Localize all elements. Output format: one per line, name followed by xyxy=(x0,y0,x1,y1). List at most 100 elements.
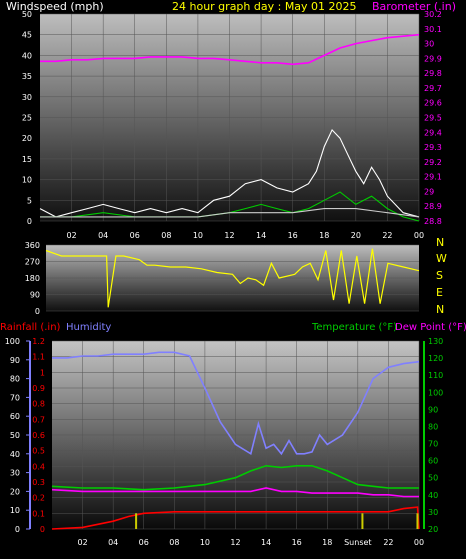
rain-tick-label: 0.3 xyxy=(32,478,45,487)
series-line xyxy=(40,208,420,218)
x-tick-label: 00 xyxy=(414,231,424,240)
compass-label: S xyxy=(436,269,443,282)
x-tick-label: 02 xyxy=(66,231,76,240)
wind-tick-label: 10 xyxy=(22,176,32,185)
humidity-tick-label: 70 xyxy=(10,393,20,402)
wind-tick-label: 35 xyxy=(22,72,32,81)
humidity-tick-label: 100 xyxy=(5,337,20,346)
temperature-tick-label: 110 xyxy=(428,371,443,380)
series-line xyxy=(51,487,419,498)
barometer-tick-label: 29.2 xyxy=(424,158,442,167)
series-line xyxy=(52,351,420,456)
barometer-tick-label: 29.7 xyxy=(424,84,442,93)
x-tick-label: 12 xyxy=(224,231,234,240)
temperature-tick-label: 20 xyxy=(428,525,438,534)
x-tick-label: 08 xyxy=(169,538,179,547)
x-tick-label: 04 xyxy=(98,231,108,240)
barometer-tick-label: 30.1 xyxy=(424,25,442,34)
direction-tick-label: 270 xyxy=(25,258,40,267)
humidity-tick-label: 0 xyxy=(15,525,20,534)
direction-tick-label: 360 xyxy=(25,241,40,250)
barometer-title: Barometer (.in) xyxy=(372,0,456,13)
wind-tick-label: 20 xyxy=(22,134,32,143)
humidity-tick-label: 80 xyxy=(10,375,20,384)
humidity-tick-label: 30 xyxy=(10,469,20,478)
x-tick-label: 02 xyxy=(77,538,87,547)
x-tick-label: 06 xyxy=(130,231,140,240)
humidity-tick-label: 50 xyxy=(10,431,20,440)
x-tick-label: 10 xyxy=(200,538,210,547)
barometer-tick-label: 30 xyxy=(424,40,434,49)
direction-tick-label: 90 xyxy=(30,291,40,300)
rain-tick-label: 0.4 xyxy=(32,462,45,471)
temperature-tick-label: 60 xyxy=(428,457,438,466)
barometer-tick-label: 29.3 xyxy=(424,143,442,152)
series-line xyxy=(51,506,420,530)
humidity-tick-label: 60 xyxy=(10,412,20,421)
barometer-tick-label: 29.1 xyxy=(424,173,442,182)
rain-tick-label: 1 xyxy=(40,368,45,377)
wind-tick-label: 50 xyxy=(22,10,32,19)
humidity-tick-label: 90 xyxy=(10,356,20,365)
temperature-tick-label: 70 xyxy=(428,440,438,449)
wind-tick-label: 0 xyxy=(27,217,32,226)
x-tick-label: 06 xyxy=(139,538,149,547)
rain-tick-label: 0 xyxy=(40,525,45,534)
rain-tick-label: 1.2 xyxy=(32,337,45,346)
barometer-tick-label: 29.9 xyxy=(424,54,442,63)
rain-tick-label: 0.1 xyxy=(32,509,45,518)
x-tick-label: 00 xyxy=(414,538,424,547)
x-tick-label: 10 xyxy=(193,231,203,240)
series-line xyxy=(39,128,420,218)
humidity-tick-label: 20 xyxy=(10,487,20,496)
temperature-tick-label: 90 xyxy=(428,405,438,414)
compass-label: W xyxy=(436,252,447,265)
x-tick-label: 14 xyxy=(256,231,266,240)
wind-tick-label: 30 xyxy=(22,93,32,102)
compass-label: N xyxy=(436,303,444,316)
wind-tick-label: 40 xyxy=(22,51,32,60)
direction-line xyxy=(45,248,420,308)
rain-tick-label: 0.7 xyxy=(32,415,45,424)
temperature-tick-label: 100 xyxy=(428,388,443,397)
x-tick-label: 14 xyxy=(261,538,271,547)
barometer-tick-label: 29.8 xyxy=(424,69,442,78)
windspeed-title: Windspeed (mph) xyxy=(6,0,104,13)
x-tick-label: Sunset xyxy=(344,538,371,547)
barometer-tick-label: 29.6 xyxy=(424,99,442,108)
compass-label: N xyxy=(436,236,444,249)
temperature-label: Temperature (°F) xyxy=(311,322,397,333)
direction-tick-label: 0 xyxy=(35,307,40,316)
rain-tick-label: 0.2 xyxy=(32,494,45,503)
temperature-tick-label: 120 xyxy=(428,354,443,363)
wind-tick-label: 15 xyxy=(22,155,32,164)
wind-tick-label: 25 xyxy=(22,114,32,123)
x-tick-label: 04 xyxy=(108,538,118,547)
humidity-temp-panel: 0 0.1 0.2 0.3 0.4 0.5 0.6 0.7 0.8 0.9 1 1.1 1.2 0 10 2… xyxy=(5,337,444,547)
x-tick-label: 12 xyxy=(230,538,240,547)
series-line xyxy=(51,464,419,491)
x-tick-label: 08 xyxy=(161,231,171,240)
graph-title: 24 hour graph day : May 01 2025 xyxy=(172,0,357,13)
rain-tick-label: 0.5 xyxy=(32,447,45,456)
humidity-tick-label: 10 xyxy=(10,506,20,515)
dewpoint-label: Dew Point (°F) xyxy=(395,322,466,333)
rain-tick-label: 0.9 xyxy=(32,384,45,393)
temperature-tick-label: 30 xyxy=(428,508,438,517)
x-tick-label: 22 xyxy=(383,538,393,547)
x-tick-label: 20 xyxy=(351,231,361,240)
rainfall-label: Rainfall (.in) xyxy=(0,322,61,333)
compass-label: E xyxy=(436,286,443,299)
wind-tick-label: 5 xyxy=(27,196,32,205)
x-tick-label: 18 xyxy=(322,538,332,547)
temperature-tick-label: 80 xyxy=(428,422,438,431)
series-line xyxy=(40,33,420,66)
temperature-tick-label: 130 xyxy=(428,337,443,346)
x-tick-label: 18 xyxy=(319,231,329,240)
barometer-tick-label: 28.9 xyxy=(424,202,442,211)
x-tick-label: 22 xyxy=(382,231,392,240)
wind-barometer-panel: 0 5 10 15 20 25 30 35 40 45 50 28.8 28.9 29 29.1 29.2 2… xyxy=(22,10,442,240)
barometer-tick-label: 29 xyxy=(424,187,434,196)
